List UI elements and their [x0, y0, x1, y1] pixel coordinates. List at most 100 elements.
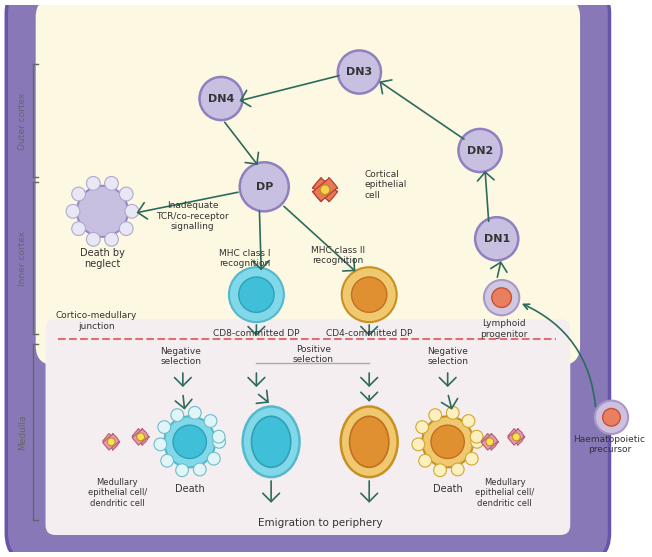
Circle shape	[512, 433, 520, 441]
Circle shape	[338, 51, 381, 94]
FancyArrowPatch shape	[103, 433, 120, 450]
Circle shape	[229, 267, 284, 322]
Circle shape	[412, 438, 424, 451]
Circle shape	[466, 452, 478, 465]
Circle shape	[602, 408, 620, 426]
Ellipse shape	[349, 416, 389, 467]
Circle shape	[320, 185, 330, 194]
FancyArrowPatch shape	[313, 178, 337, 202]
Text: Emigration to periphery: Emigration to periphery	[258, 518, 383, 528]
Circle shape	[164, 416, 215, 467]
Text: DN1: DN1	[484, 234, 510, 244]
Circle shape	[595, 400, 628, 434]
Circle shape	[458, 129, 501, 172]
Text: Lymphoid
progenitor: Lymphoid progenitor	[480, 319, 527, 339]
Ellipse shape	[341, 407, 398, 477]
Circle shape	[137, 433, 145, 441]
FancyArrowPatch shape	[481, 433, 498, 450]
Circle shape	[188, 407, 201, 419]
Text: Negative
selection: Negative selection	[160, 347, 201, 366]
Circle shape	[447, 407, 459, 419]
FancyArrowPatch shape	[508, 428, 525, 445]
Text: Death: Death	[433, 484, 462, 494]
Circle shape	[158, 421, 171, 433]
FancyBboxPatch shape	[46, 319, 570, 535]
Circle shape	[104, 177, 119, 190]
Ellipse shape	[243, 407, 299, 477]
Text: Medulla: Medulla	[18, 414, 27, 450]
Circle shape	[72, 187, 85, 201]
FancyArrowPatch shape	[313, 178, 337, 202]
Circle shape	[416, 421, 428, 433]
FancyArrowPatch shape	[132, 428, 149, 445]
Text: DN2: DN2	[467, 145, 493, 155]
Circle shape	[429, 409, 441, 422]
Circle shape	[108, 438, 115, 446]
Circle shape	[77, 186, 128, 237]
Circle shape	[240, 162, 289, 211]
Circle shape	[119, 222, 133, 236]
Circle shape	[87, 232, 100, 246]
Circle shape	[176, 464, 188, 477]
Circle shape	[66, 204, 80, 218]
Text: Outer cortex: Outer cortex	[18, 92, 27, 150]
Circle shape	[342, 267, 396, 322]
FancyArrowPatch shape	[132, 429, 149, 445]
Circle shape	[171, 409, 184, 422]
Text: Positive
selection: Positive selection	[293, 345, 334, 364]
Circle shape	[194, 463, 206, 476]
Circle shape	[451, 463, 464, 476]
Text: Negative
selection: Negative selection	[427, 347, 468, 366]
Text: Inner cortex: Inner cortex	[18, 231, 27, 286]
Circle shape	[207, 452, 220, 465]
Circle shape	[486, 438, 494, 446]
Text: Death: Death	[175, 484, 205, 494]
Circle shape	[462, 414, 475, 427]
Ellipse shape	[252, 416, 291, 467]
FancyArrowPatch shape	[313, 178, 338, 202]
Circle shape	[72, 222, 85, 236]
Text: DN4: DN4	[208, 94, 234, 104]
Text: DN3: DN3	[346, 67, 372, 77]
Circle shape	[475, 217, 518, 260]
Circle shape	[119, 187, 133, 201]
Circle shape	[125, 204, 139, 218]
Text: Medullary
epithelial cell/
dendritic cell: Medullary epithelial cell/ dendritic cel…	[87, 478, 147, 508]
FancyArrowPatch shape	[103, 433, 120, 450]
Circle shape	[419, 455, 432, 467]
Text: Death by
neglect: Death by neglect	[80, 248, 125, 269]
Text: Inadequate
TCR/co-receptor
signalling: Inadequate TCR/co-receptor signalling	[156, 201, 229, 231]
FancyBboxPatch shape	[7, 0, 610, 557]
FancyBboxPatch shape	[36, 0, 580, 365]
FancyArrowPatch shape	[481, 433, 498, 450]
Circle shape	[87, 177, 100, 190]
Circle shape	[484, 280, 519, 315]
Circle shape	[470, 431, 483, 443]
Text: Haematopoietic
precursor: Haematopoietic precursor	[574, 435, 645, 455]
Circle shape	[104, 232, 119, 246]
Circle shape	[239, 277, 274, 312]
Text: Cortical
epithelial
cell: Cortical epithelial cell	[364, 170, 407, 200]
Circle shape	[492, 288, 511, 307]
Circle shape	[173, 425, 207, 458]
Text: CD4-committed DP: CD4-committed DP	[326, 329, 412, 339]
Circle shape	[431, 425, 464, 458]
Circle shape	[161, 455, 173, 467]
Text: Cortico-medullary
junction: Cortico-medullary junction	[56, 311, 137, 331]
FancyArrowPatch shape	[508, 429, 525, 445]
Text: MHC class II
recognition: MHC class II recognition	[311, 246, 365, 265]
Text: Medullary
epithelial cell/
dendritic cell: Medullary epithelial cell/ dendritic cel…	[475, 478, 534, 508]
Circle shape	[204, 414, 217, 427]
Circle shape	[351, 277, 387, 312]
Circle shape	[422, 416, 473, 467]
Circle shape	[154, 438, 167, 451]
Text: CD8-committed DP: CD8-committed DP	[213, 329, 300, 339]
Circle shape	[213, 431, 225, 443]
Text: MHC class I
recognition: MHC class I recognition	[219, 248, 271, 268]
Circle shape	[471, 436, 484, 448]
Circle shape	[200, 77, 243, 120]
Circle shape	[213, 436, 226, 448]
FancyArrowPatch shape	[313, 178, 338, 202]
Circle shape	[434, 464, 447, 477]
Text: DP: DP	[256, 182, 273, 192]
